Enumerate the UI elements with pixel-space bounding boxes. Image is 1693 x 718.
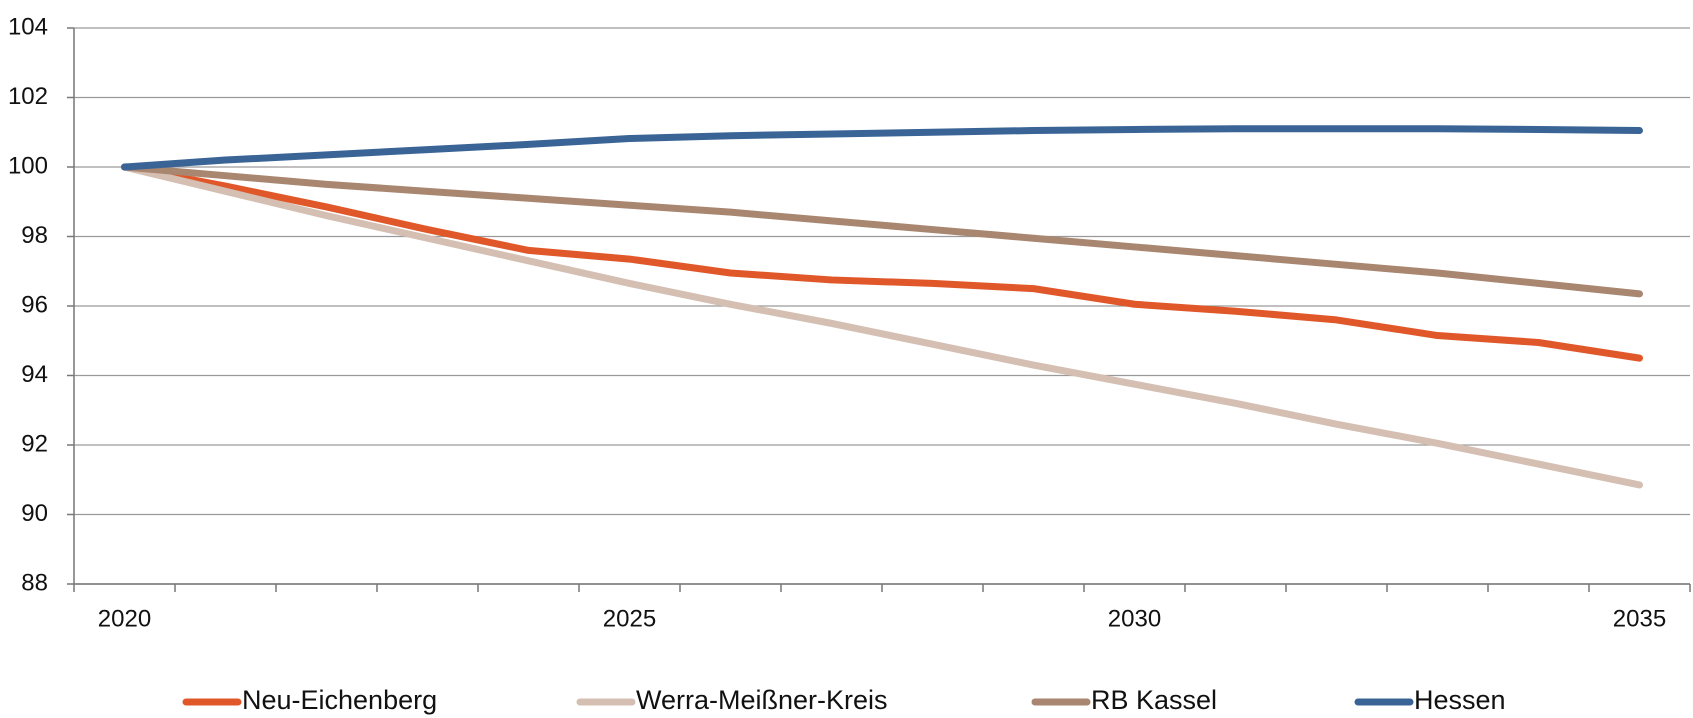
legend-label: Hessen xyxy=(1414,685,1506,715)
x-tick-label: 2035 xyxy=(1613,605,1666,632)
y-tick-label: 96 xyxy=(21,291,48,318)
line xyxy=(121,163,1643,298)
y-tick-label: 102 xyxy=(8,83,48,110)
legend-label: RB Kassel xyxy=(1091,685,1217,715)
x-tick-label: 2020 xyxy=(98,605,151,632)
line xyxy=(121,163,1643,362)
x-tick-label: 2025 xyxy=(603,605,656,632)
y-tick-label: 100 xyxy=(8,152,48,179)
line xyxy=(121,125,1643,171)
line xyxy=(121,163,1643,489)
legend-label: Neu-Eichenberg xyxy=(242,685,437,715)
legend-label: Werra-Meißner-Kreis xyxy=(636,685,888,715)
y-tick-label: 104 xyxy=(8,13,48,40)
x-tick-label: 2030 xyxy=(1108,605,1161,632)
y-tick-label: 98 xyxy=(21,222,48,249)
y-tick-label: 88 xyxy=(21,569,48,596)
y-tick-label: 90 xyxy=(21,500,48,527)
y-tick-label: 94 xyxy=(21,361,48,388)
y-tick-label: 92 xyxy=(21,430,48,457)
